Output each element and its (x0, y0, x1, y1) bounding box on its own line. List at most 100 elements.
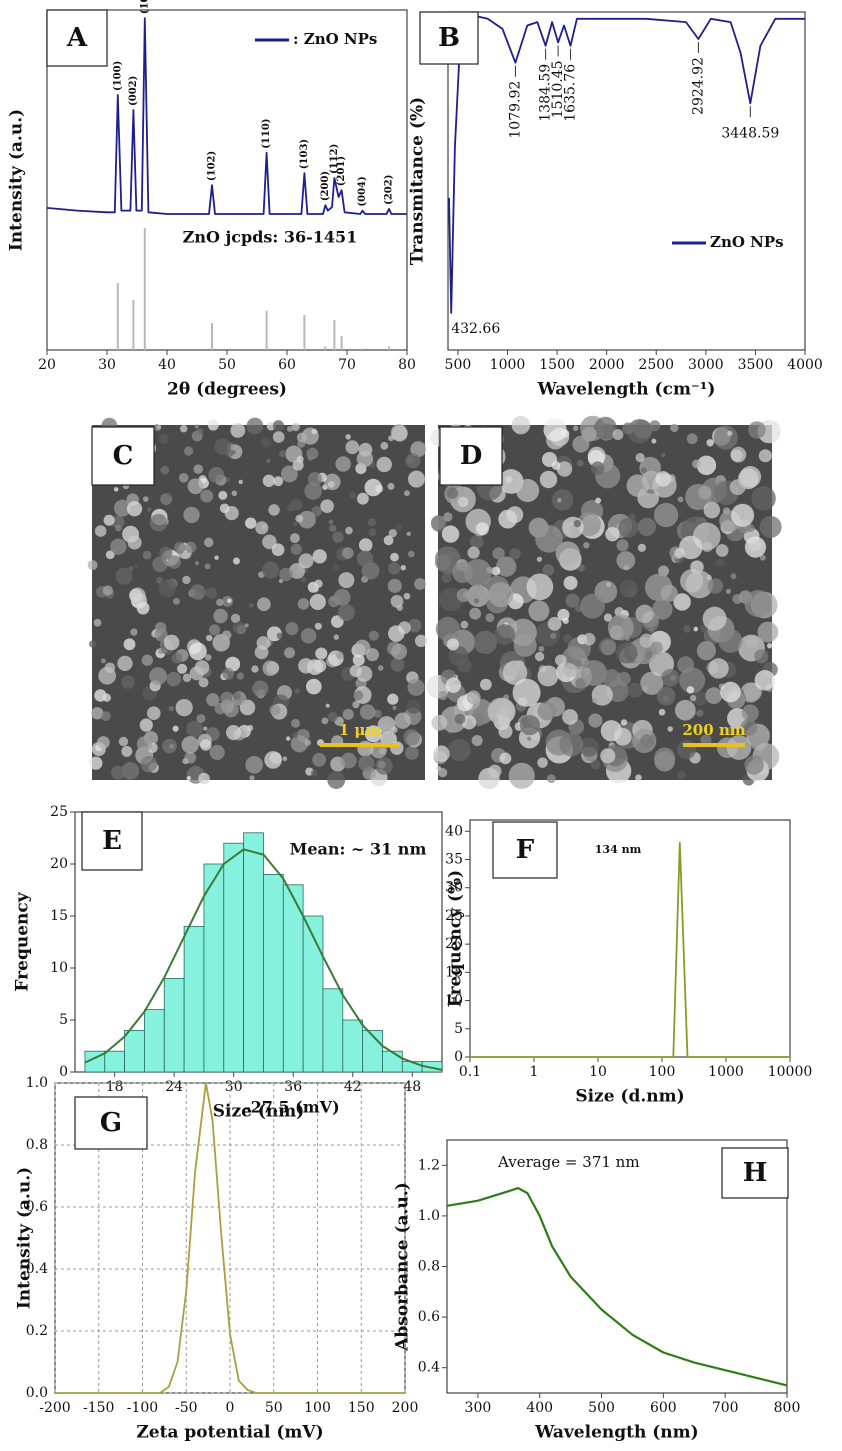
texture (405, 453, 420, 468)
texture (279, 450, 286, 457)
peak-label: (101) (139, 0, 150, 14)
texture (357, 493, 369, 505)
texture (190, 666, 204, 680)
texture (341, 753, 357, 769)
histogram-bar (184, 926, 204, 1072)
texture (617, 551, 636, 570)
texture (620, 580, 638, 598)
texture (415, 635, 427, 647)
texture (494, 624, 515, 645)
texture (588, 713, 602, 727)
texture (498, 724, 512, 738)
texture (338, 604, 355, 621)
texture (268, 504, 279, 515)
texture (408, 551, 415, 558)
texture (727, 431, 732, 436)
texture (226, 725, 241, 740)
texture (726, 589, 731, 594)
texture (744, 590, 771, 617)
texture (336, 652, 344, 660)
texture (167, 492, 171, 496)
texture (301, 577, 307, 583)
panel: 3004005006007008000.40.60.81.01.2Wavelen… (393, 1140, 801, 1443)
texture (185, 542, 196, 553)
y-tick-label: 25 (50, 804, 68, 820)
texture (692, 459, 701, 468)
texture (103, 585, 113, 595)
texture (353, 691, 363, 701)
texture (137, 736, 152, 751)
texture (312, 680, 316, 684)
texture (97, 736, 110, 749)
texture (114, 487, 119, 492)
y-tick-label: 1.0 (418, 1208, 440, 1224)
x-tick-label: 18 (106, 1079, 124, 1095)
texture (617, 539, 629, 551)
x-tick-label: 500 (588, 1400, 615, 1416)
texture (491, 567, 500, 576)
texture (142, 655, 153, 666)
texture (168, 555, 181, 568)
texture (264, 751, 282, 769)
texture (638, 518, 656, 536)
texture (731, 573, 737, 579)
texture (378, 665, 384, 671)
texture (759, 449, 772, 462)
x-tick-label: -200 (39, 1400, 70, 1416)
histogram-bar (105, 1051, 125, 1072)
texture (431, 515, 446, 530)
x-tick-label: 100 (649, 1064, 676, 1080)
histogram-bar (303, 916, 323, 1072)
texture (528, 600, 549, 621)
x-tick-label: 4000 (787, 357, 823, 373)
texture (266, 459, 270, 463)
texture (210, 745, 225, 760)
texture (677, 740, 696, 759)
texture (186, 721, 203, 738)
x-axis-title: Zeta potential (mV) (136, 1423, 323, 1443)
x-tick-label: 1 (530, 1064, 539, 1080)
annotation: 134 nm (595, 843, 642, 856)
texture (297, 432, 307, 442)
texture (338, 572, 354, 588)
peak-label: (200) (320, 171, 331, 201)
texture (667, 726, 673, 732)
texture (474, 631, 497, 654)
texture (614, 728, 632, 746)
x-tick-label: 20 (38, 357, 56, 373)
texture (193, 464, 203, 474)
texture (205, 654, 211, 660)
texture (467, 690, 481, 704)
texture (277, 633, 283, 639)
panel-label: B (438, 23, 460, 53)
x-tick-label: 800 (774, 1400, 801, 1416)
texture (157, 425, 162, 430)
annotation: -27.5 (mV) (244, 1098, 340, 1117)
peak-label: 3448.59 (721, 125, 779, 141)
texture (552, 489, 573, 510)
texture (182, 576, 190, 584)
texture (563, 664, 577, 678)
x-tick-label: 600 (650, 1400, 677, 1416)
texture (227, 598, 232, 603)
texture (731, 504, 754, 527)
texture (627, 683, 642, 698)
texture (580, 594, 605, 619)
panel-label: H (743, 1158, 768, 1188)
panel-label: D (460, 441, 483, 471)
texture (670, 424, 678, 432)
texture (350, 665, 362, 677)
x-tick-label: 500 (445, 357, 472, 373)
texture (644, 651, 652, 659)
texture (230, 423, 245, 438)
texture (291, 544, 302, 555)
texture (121, 746, 132, 757)
x-tick-label: -150 (83, 1400, 114, 1416)
peak-label: (201) (336, 156, 347, 186)
scale-bar-label: 200 nm (682, 721, 745, 739)
texture (476, 522, 489, 535)
texture (649, 628, 654, 633)
texture (134, 564, 138, 568)
texture (438, 691, 448, 701)
x-tick-label: 3500 (738, 357, 774, 373)
